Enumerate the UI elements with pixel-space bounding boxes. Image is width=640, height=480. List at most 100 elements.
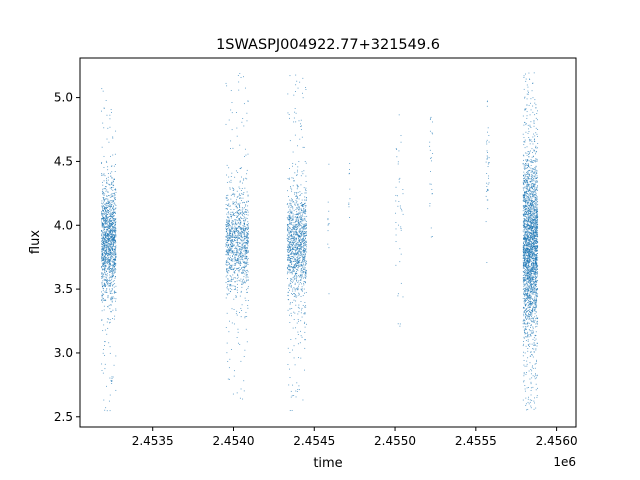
data-point <box>234 230 236 232</box>
data-point <box>244 316 246 318</box>
data-point <box>303 235 305 237</box>
data-point <box>235 296 237 298</box>
data-point <box>246 236 248 238</box>
data-point <box>398 114 400 116</box>
data-point <box>303 226 305 228</box>
data-point <box>111 236 113 238</box>
data-point <box>102 264 104 266</box>
data-point <box>289 265 291 267</box>
data-point <box>295 192 297 193</box>
data-point <box>536 234 538 236</box>
data-point <box>287 244 289 246</box>
data-point <box>533 215 535 217</box>
data-point <box>287 93 289 95</box>
data-point <box>287 259 289 261</box>
data-point <box>237 238 238 240</box>
data-point <box>227 225 229 227</box>
data-point <box>110 246 112 248</box>
data-point <box>229 231 231 233</box>
data-point <box>534 291 536 293</box>
data-point <box>299 203 301 204</box>
data-point <box>237 212 239 214</box>
data-point <box>297 289 299 291</box>
data-point <box>293 232 295 234</box>
data-point <box>240 262 241 264</box>
data-point <box>238 342 239 344</box>
data-point <box>229 258 231 260</box>
data-point <box>296 207 298 209</box>
data-point <box>535 315 537 317</box>
data-point <box>239 205 241 207</box>
data-point <box>298 253 300 255</box>
data-point <box>107 269 109 270</box>
data-point <box>235 277 236 279</box>
data-point <box>533 250 535 252</box>
data-point <box>302 215 304 217</box>
data-point <box>522 187 524 189</box>
data-point <box>289 253 291 255</box>
data-point <box>110 231 111 233</box>
data-point <box>532 283 534 285</box>
data-point <box>529 285 531 287</box>
data-point <box>245 244 246 246</box>
data-point <box>533 223 534 225</box>
data-point <box>101 213 103 215</box>
data-point <box>298 276 300 278</box>
data-point <box>305 190 307 192</box>
data-point <box>287 347 289 349</box>
data-point <box>238 256 239 258</box>
data-point <box>112 255 113 257</box>
data-point <box>239 263 240 265</box>
data-point <box>229 243 231 245</box>
data-point <box>349 188 351 190</box>
data-point <box>110 109 112 110</box>
data-point <box>104 267 106 269</box>
data-point <box>525 248 527 250</box>
data-point <box>295 252 297 254</box>
data-point <box>287 291 289 293</box>
data-point <box>101 205 103 207</box>
data-point <box>103 155 105 157</box>
data-point <box>526 203 528 205</box>
data-point <box>104 291 106 293</box>
data-point <box>115 229 117 231</box>
data-point <box>299 249 301 251</box>
data-point <box>300 247 302 249</box>
data-point <box>107 253 109 255</box>
data-point <box>295 264 297 266</box>
data-point <box>290 258 291 260</box>
data-point <box>111 253 113 255</box>
data-point <box>105 273 106 275</box>
data-point <box>305 281 306 283</box>
data-point <box>112 259 114 261</box>
data-point <box>114 179 115 180</box>
data-point <box>300 262 302 264</box>
data-point <box>303 223 305 225</box>
data-point <box>523 277 525 279</box>
data-point <box>103 246 105 248</box>
data-point <box>241 281 243 283</box>
data-point <box>527 258 529 260</box>
data-point <box>110 264 112 266</box>
data-point <box>287 236 289 238</box>
data-point <box>101 224 103 226</box>
data-point <box>535 194 537 196</box>
data-point <box>246 274 248 275</box>
data-point <box>235 229 237 231</box>
data-point <box>523 195 525 197</box>
data-point <box>290 206 292 208</box>
data-point <box>294 290 296 292</box>
data-point <box>532 243 534 245</box>
data-point <box>107 235 109 236</box>
data-point <box>106 280 108 281</box>
data-point <box>397 293 399 295</box>
data-point <box>241 267 243 269</box>
data-point <box>529 203 531 205</box>
data-point <box>535 292 537 294</box>
data-point <box>487 189 489 191</box>
data-point <box>241 270 243 272</box>
data-point <box>246 191 248 193</box>
data-point <box>395 264 397 266</box>
data-point <box>524 220 526 222</box>
data-point <box>533 292 535 294</box>
